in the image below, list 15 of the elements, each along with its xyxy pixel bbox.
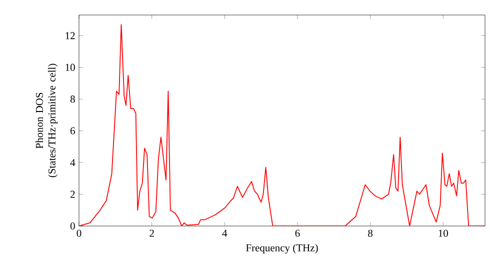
- y-tick-label: 4: [70, 159, 76, 166]
- x-axis-title: Frequency (THz): [246, 244, 318, 254]
- x-tick-label: 8: [368, 230, 373, 237]
- x-tick-label: 4: [222, 230, 228, 237]
- y-tick-label: 10: [66, 64, 75, 71]
- y-tick-label: 6: [70, 127, 75, 134]
- x-tick-label: 10: [438, 230, 448, 237]
- y-tick-label: 2: [70, 190, 75, 198]
- y-tick-label: 12: [66, 32, 75, 40]
- x-tick-label: 6: [295, 230, 300, 237]
- y-axis-title: Phonon DOS (States/THz·primitive cell): [36, 64, 58, 178]
- y-tick-label: 8: [70, 96, 75, 103]
- x-tick-label: 0: [76, 230, 82, 237]
- x-tick-label: 2: [150, 230, 154, 237]
- y-tick-label: 0: [70, 222, 75, 230]
